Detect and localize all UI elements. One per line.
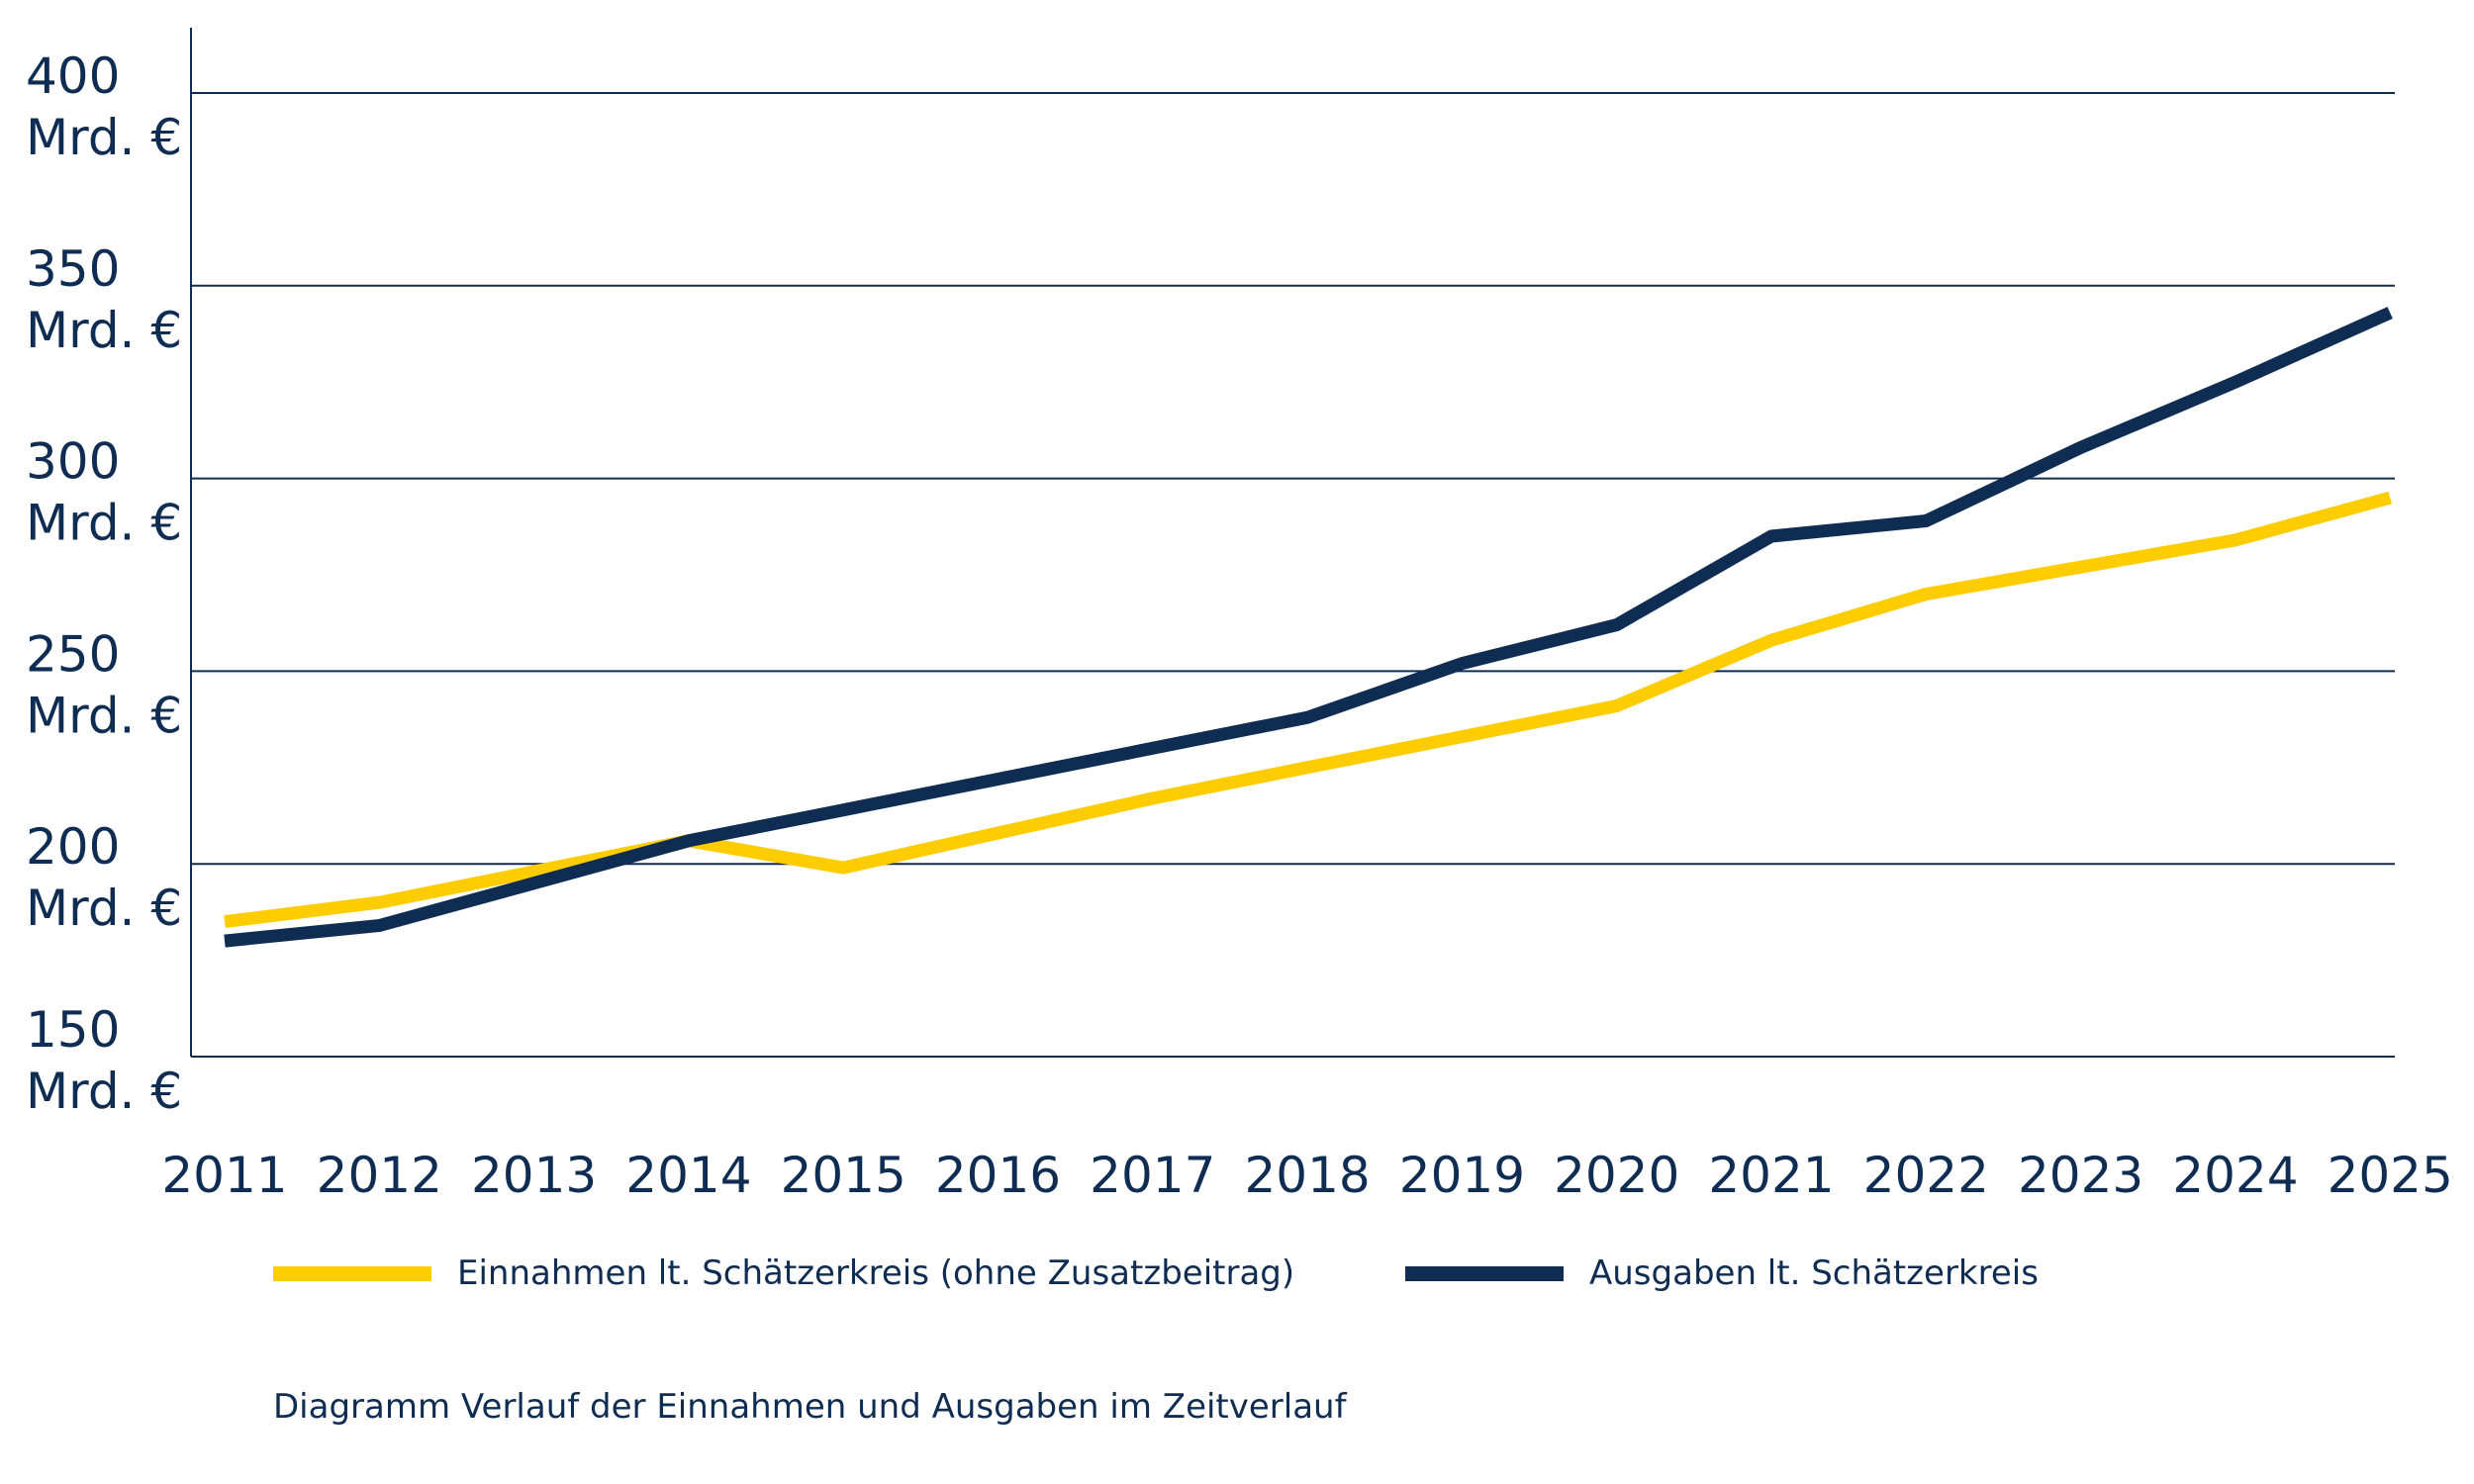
x-tick-label-2021: 2021: [1708, 1147, 1834, 1204]
x-tick-label-2025: 2025: [2328, 1147, 2453, 1204]
legend-label-einnahmen: Einnahmen lt. Schätzerkreis (ohne Zusatz…: [457, 1253, 1295, 1293]
y-tick-label-200: 200 Mrd. €: [26, 818, 182, 937]
legend-item-einnahmen: Einnahmen lt. Schätzerkreis (ohne Zusatz…: [273, 1249, 1294, 1298]
legend-swatch-ausgaben: [1405, 1265, 1564, 1281]
y-tick-label-400: 400 Mrd. €: [26, 47, 182, 166]
y-tick-label-350: 350 Mrd. €: [26, 240, 182, 359]
x-tick-label-2023: 2023: [2018, 1147, 2143, 1204]
x-axis-tick-labels: 2011 2012 2013 2014 2015 2016 2017 2018 2019 2020…: [161, 1147, 2452, 1204]
chart-caption: Diagramm Verlauf der Einnahmen und Ausga…: [273, 1387, 1347, 1427]
x-tick-label-2022: 2022: [1863, 1147, 1989, 1204]
x-tick-label-2016: 2016: [935, 1147, 1061, 1204]
x-tick-label-2013: 2013: [471, 1147, 597, 1204]
x-tick-label-2012: 2012: [317, 1147, 442, 1204]
series-lines: [224, 307, 2393, 948]
x-tick-label-2017: 2017: [1090, 1147, 1215, 1204]
series-line-einnahmen: [224, 491, 2392, 929]
x-tick-label-2019: 2019: [1399, 1147, 1525, 1204]
y-tick-label-250: 250 Mrd. €: [26, 625, 182, 744]
x-tick-label-2024: 2024: [2172, 1147, 2298, 1204]
x-tick-label-2014: 2014: [625, 1147, 751, 1204]
grid-lines: [190, 28, 2395, 1058]
x-tick-label-2018: 2018: [1244, 1147, 1370, 1204]
x-tick-label-2011: 2011: [161, 1147, 287, 1204]
x-tick-label-2020: 2020: [1554, 1147, 1679, 1204]
y-tick-label-150: 150 Mrd. €: [26, 1001, 182, 1120]
x-tick-label-2015: 2015: [781, 1147, 906, 1204]
y-tick-label-300: 300 Mrd. €: [26, 433, 182, 552]
series-line-ausgaben: [224, 307, 2393, 948]
legend-item-ausgaben: Ausgaben lt. Schätzerkreis: [1405, 1249, 2039, 1298]
y-axis-tick-labels: 400 Mrd. € 350 Mrd. € 300 Mrd. € 250 Mrd. € 200 M…: [26, 47, 182, 1120]
legend-label-ausgaben: Ausgaben lt. Schätzerkreis: [1589, 1253, 2039, 1293]
legend-swatch-einnahmen: [273, 1265, 431, 1281]
